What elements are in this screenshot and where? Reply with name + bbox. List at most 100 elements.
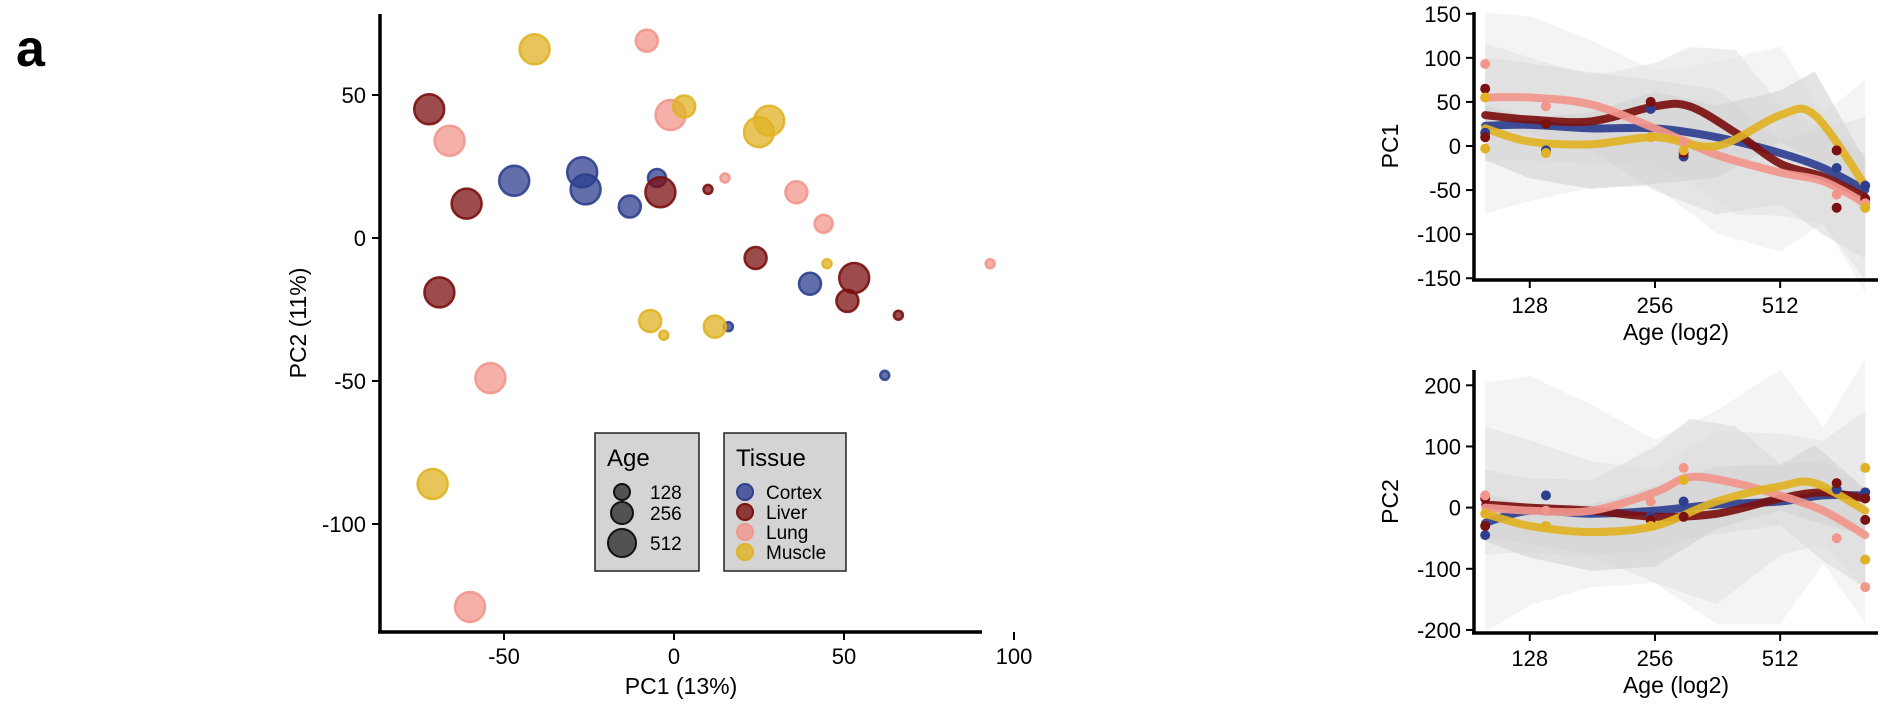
x-tick-label: 256: [1637, 293, 1674, 318]
data-point: [1480, 490, 1491, 501]
scatter-point: [569, 173, 602, 206]
data-point: [1540, 505, 1551, 516]
scatter-point: [450, 187, 483, 220]
age-legend-symbol: [613, 483, 631, 501]
data-point: [1860, 180, 1871, 191]
data-point: [1645, 96, 1656, 107]
data-point: [1480, 143, 1491, 154]
scatter-point: [671, 94, 697, 119]
scatter-point: [644, 175, 677, 209]
y-axis-title: PC2 (11%): [285, 268, 311, 379]
data-point: [1831, 145, 1842, 156]
scatter-point: [637, 308, 663, 334]
y-tick-label: 150: [1424, 2, 1461, 27]
y-tick-label: 50: [1437, 90, 1461, 115]
tissue-legend-label: Lung: [766, 523, 808, 544]
scatter-point: [742, 115, 776, 149]
data-point: [1645, 103, 1656, 114]
panel-label: a: [16, 20, 46, 78]
data-point: [1831, 533, 1842, 544]
age-legend-symbol: [607, 528, 637, 558]
scatter-point: [813, 213, 834, 234]
scatter-point: [423, 276, 456, 309]
x-tick-label: -50: [488, 644, 520, 669]
scatter-point: [702, 183, 714, 196]
y-tick-label: -50: [1429, 178, 1461, 203]
x-tick-label: 100: [996, 644, 1033, 669]
y-tick-label: 50: [342, 83, 366, 108]
x-axis-title: Age (log2): [1623, 672, 1729, 698]
age-legend-label: 256: [650, 504, 682, 525]
data-point: [1540, 520, 1551, 531]
x-tick-label: 128: [1511, 646, 1548, 671]
y-tick-label: 100: [1424, 46, 1461, 71]
data-point: [1480, 59, 1491, 70]
x-tick-label: 50: [832, 644, 856, 669]
data-point: [1860, 554, 1871, 565]
data-point: [1678, 136, 1689, 147]
tissue-legend-symbol: [736, 543, 754, 561]
pc2-age-plot: 128 256 512 -200 -100 0 100 200 Age (log2) PC2: [1377, 358, 1878, 698]
data-point: [1480, 508, 1491, 519]
tissue-legend-symbol: [736, 523, 754, 541]
data-point: [1645, 132, 1656, 143]
scatter-point: [837, 261, 871, 295]
scatter-point: [497, 164, 531, 198]
scatter-point: [892, 309, 905, 321]
data-point: [1831, 202, 1842, 213]
x-tick-label: 256: [1637, 646, 1674, 671]
scatter-point: [743, 245, 768, 271]
pc1-age-plot: 128 256 512 -150 -100 -50 0 50 100 150 Age (log2) P…: [1377, 2, 1878, 345]
age-legend-title: Age: [607, 445, 650, 472]
scatter-point: [797, 271, 823, 297]
tissue-legend-symbol: [736, 503, 754, 521]
tissue-legend-title: Tissue: [736, 445, 806, 472]
scatter-point: [658, 329, 670, 341]
data-point: [1678, 145, 1689, 156]
scatter-point: [617, 194, 643, 219]
tissue-legend-symbol: [736, 483, 754, 501]
scatter-point: [784, 179, 809, 205]
y-tick-label: 0: [1449, 134, 1461, 159]
data-point: [1860, 462, 1871, 473]
scatter-point: [984, 257, 996, 270]
y-tick-label: 200: [1424, 373, 1461, 398]
data-point: [1678, 475, 1689, 486]
data-point: [1540, 101, 1551, 112]
tissue-legend-label: Cortex: [766, 483, 822, 504]
scatter-point: [433, 124, 466, 158]
data-point: [1860, 582, 1871, 593]
scatter-point: [719, 172, 731, 184]
x-tick-label: 128: [1511, 293, 1548, 318]
pca-scatter-plot: -50 0 50 100 -100 -50 0 50 PC1 (13%) PC2 (11%): [285, 14, 1032, 699]
scatter-point: [879, 369, 891, 382]
data-point: [1678, 496, 1689, 507]
x-tick-label: 512: [1762, 646, 1799, 671]
scatter-point: [702, 314, 728, 339]
data-point: [1540, 490, 1551, 501]
y-tick-label: 0: [1449, 496, 1461, 521]
age-legend-symbol: [610, 501, 634, 525]
data-point: [1480, 132, 1491, 143]
data-point: [1831, 478, 1842, 489]
y-tick-label: 100: [1424, 434, 1461, 459]
data-point: [1480, 520, 1491, 531]
x-axis-title: Age (log2): [1623, 319, 1729, 345]
x-axis-title: PC1 (13%): [625, 673, 737, 699]
data-point: [1480, 83, 1491, 94]
tissue-legend-label: Liver: [766, 503, 808, 524]
scatter-point: [453, 590, 487, 624]
y-tick-label: -100: [1417, 557, 1461, 582]
y-tick-label: -200: [1417, 618, 1461, 643]
data-point: [1831, 189, 1842, 200]
data-point: [1860, 493, 1871, 504]
tissue-legend-label: Muscle: [766, 543, 826, 564]
data-point: [1645, 496, 1656, 507]
scatter-point: [474, 361, 507, 395]
trend-line: [1481, 104, 1870, 190]
data-point: [1480, 530, 1491, 541]
y-tick-label: 0: [354, 226, 366, 251]
scatter-point: [412, 93, 446, 126]
y-tick-label: -150: [1417, 266, 1461, 291]
